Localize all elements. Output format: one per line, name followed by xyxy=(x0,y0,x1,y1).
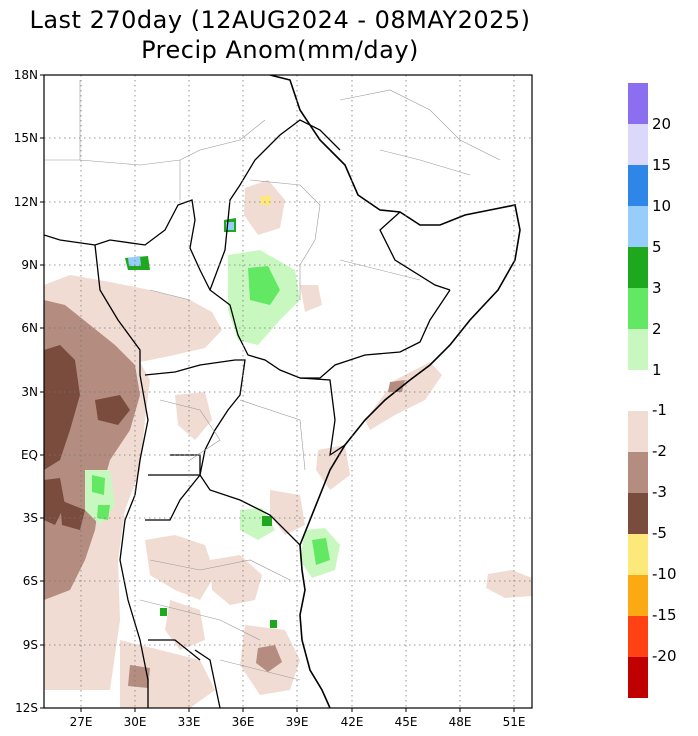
lat-tick-label: 12S xyxy=(15,701,38,715)
colorbar-negative-swatch xyxy=(628,657,648,698)
graticule xyxy=(44,75,532,708)
colorbar-positive xyxy=(628,83,648,370)
colorbar-positive-swatch xyxy=(628,288,648,329)
colorbar-positive-swatch xyxy=(628,247,648,288)
lat-tick-label: 15N xyxy=(14,131,38,145)
lon-tick-label: 51E xyxy=(503,715,526,729)
anomaly-minus5-areas xyxy=(260,195,271,205)
map-title: Last 270day (12AUG2024 - 08MAY2025) xyxy=(29,6,531,34)
colorbar-positive-label: 20 xyxy=(652,115,672,133)
lon-tick-label: 45E xyxy=(395,715,418,729)
colorbar-negative xyxy=(628,411,648,698)
lon-tick-label: 36E xyxy=(232,715,255,729)
lon-tick-label: 27E xyxy=(70,715,93,729)
lon-axis: 27E 30E 33E 36E 39E 42E 45E 48E 51E xyxy=(70,708,526,729)
colorbar-positive-label: 2 xyxy=(652,320,662,338)
lat-tick-label: 3S xyxy=(23,511,38,525)
lon-tick-label: 48E xyxy=(449,715,472,729)
anomaly-plus2-areas xyxy=(92,266,330,565)
colorbar-negative-label: -3 xyxy=(652,483,667,501)
coastline xyxy=(269,75,521,708)
anomaly-minus3-areas xyxy=(44,345,130,530)
lon-tick-label: 30E xyxy=(124,715,147,729)
colorbar-negative-swatch xyxy=(628,575,648,616)
map-subtitle: Precip Anom(mm/day) xyxy=(141,36,419,64)
colorbar-positive-label: 5 xyxy=(652,238,662,256)
colorbar-positive-swatch xyxy=(628,83,648,124)
colorbar-positive-label: 1 xyxy=(652,361,662,379)
lat-tick-label: EQ xyxy=(21,448,38,462)
lat-tick-label: 6N xyxy=(21,321,38,335)
anomaly-field xyxy=(44,75,532,708)
lon-tick-label: 33E xyxy=(178,715,201,729)
colorbar-positive-swatch xyxy=(628,165,648,206)
colorbar-negative-label: -5 xyxy=(652,524,667,542)
lon-tick-label: 39E xyxy=(286,715,309,729)
colorbar-positive-label: 3 xyxy=(652,279,662,297)
lat-tick-label: 6S xyxy=(23,574,38,588)
country-borders xyxy=(44,119,451,708)
colorbar-positive-label: 15 xyxy=(652,156,672,174)
colorbar-negative-label: -15 xyxy=(652,606,677,624)
lon-tick-label: 42E xyxy=(341,715,364,729)
colorbar-negative-swatch xyxy=(628,411,648,452)
colorbar-negative-swatch xyxy=(628,534,648,575)
colorbar-negative-swatch xyxy=(628,452,648,493)
lat-tick-label: 18N xyxy=(14,68,38,82)
lat-tick-label: 12N xyxy=(14,195,38,209)
colorbar-positive-swatch xyxy=(628,206,648,247)
colorbar-positive-swatch xyxy=(628,329,648,370)
colorbar-negative-label: -1 xyxy=(652,401,667,419)
lat-tick-label: 9N xyxy=(21,258,38,272)
colorbar-negative-swatch xyxy=(628,493,648,534)
colorbar-positive-swatch xyxy=(628,124,648,165)
admin-boundaries xyxy=(44,80,501,681)
lat-tick-label: 9S xyxy=(23,638,38,652)
lat-tick-label: 3N xyxy=(21,385,38,399)
colorbar-negative-label: -10 xyxy=(652,565,677,583)
colorbar-positive-label: 10 xyxy=(652,197,672,215)
lat-axis: 18N 15N 12N 9N 6N 3N EQ 3S 6S 9S 12S xyxy=(14,68,44,715)
colorbar-negative-swatch xyxy=(628,616,648,657)
colorbar-negative-label: -2 xyxy=(652,442,667,460)
colorbar-negative-label: -20 xyxy=(652,647,677,665)
